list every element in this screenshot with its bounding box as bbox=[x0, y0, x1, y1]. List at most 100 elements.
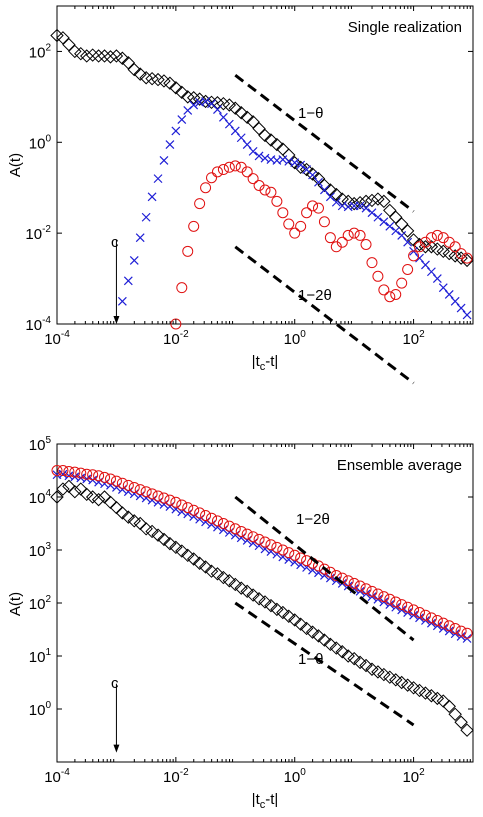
circle-point bbox=[301, 555, 313, 567]
cross-point bbox=[385, 221, 395, 231]
diamond-point bbox=[406, 681, 421, 695]
diamond-point bbox=[228, 101, 242, 115]
circle-point bbox=[402, 601, 414, 613]
circle-point bbox=[206, 172, 218, 184]
circle-point bbox=[229, 523, 241, 535]
circle-point bbox=[140, 486, 152, 498]
circle-point bbox=[158, 492, 170, 504]
circle-point bbox=[134, 484, 146, 496]
circle-point bbox=[247, 173, 259, 185]
cross-point bbox=[230, 126, 240, 136]
diamond-point bbox=[97, 490, 112, 504]
diamond-point bbox=[293, 617, 308, 631]
circle-point bbox=[211, 166, 223, 178]
diamond-point bbox=[359, 194, 373, 209]
cross-point bbox=[426, 267, 436, 277]
diamond-point bbox=[109, 500, 124, 515]
diamond-point bbox=[127, 62, 141, 77]
diamond-point bbox=[240, 110, 254, 125]
diamond-point bbox=[228, 577, 242, 592]
y-tick-label: 102 bbox=[29, 42, 52, 61]
diamond-point bbox=[151, 528, 165, 542]
diamond-point bbox=[145, 524, 159, 539]
reference-line bbox=[234, 73, 415, 213]
circle-point bbox=[223, 161, 235, 173]
diamond-point bbox=[424, 689, 439, 703]
arrow-label: c bbox=[111, 234, 119, 251]
cross-point bbox=[135, 233, 145, 243]
circle-point bbox=[164, 494, 176, 506]
diamond-point bbox=[210, 567, 225, 581]
diamond-point bbox=[288, 156, 302, 170]
axis-ticks: 10-4 10-2 100 102 10-4 10-2 100 102 bbox=[25, 6, 473, 348]
circle-point bbox=[348, 227, 360, 239]
y-tick-label: 100 bbox=[29, 133, 52, 152]
circle-point bbox=[437, 617, 449, 629]
diamond-point bbox=[157, 74, 171, 88]
diamond-point bbox=[163, 536, 177, 551]
arrow bbox=[113, 683, 120, 753]
x-tick-label: 102 bbox=[402, 329, 425, 348]
circle-point bbox=[182, 502, 194, 514]
cross-point bbox=[213, 105, 222, 115]
diamond-point bbox=[91, 49, 106, 63]
diamond-point bbox=[222, 574, 237, 588]
circle-point bbox=[372, 270, 384, 282]
diamond-point bbox=[139, 71, 153, 85]
diamond-point bbox=[389, 210, 403, 224]
diamond-point bbox=[359, 658, 373, 673]
y-tick-label: 105 bbox=[29, 435, 52, 454]
circle-point bbox=[402, 263, 414, 275]
circle-point bbox=[110, 475, 122, 487]
cross-point bbox=[456, 303, 466, 313]
circle-point bbox=[265, 539, 277, 551]
diamond-point bbox=[103, 495, 118, 510]
circle-point bbox=[200, 182, 212, 194]
diamond-point bbox=[406, 233, 421, 247]
circle-point bbox=[188, 504, 200, 516]
cross-point bbox=[290, 158, 300, 168]
diamond-point bbox=[103, 50, 118, 64]
diamond-point bbox=[311, 629, 326, 643]
cross-point bbox=[171, 126, 181, 136]
diamond-point bbox=[80, 487, 94, 502]
diamond-point bbox=[412, 683, 427, 698]
chart-title: Ensemble average bbox=[337, 457, 462, 474]
cross-point bbox=[201, 96, 210, 106]
diamond-point bbox=[371, 665, 385, 679]
circle-point bbox=[461, 627, 473, 639]
circle-point bbox=[104, 473, 116, 485]
diamond-point bbox=[157, 532, 171, 547]
circle-point bbox=[176, 282, 188, 294]
diamond-point bbox=[74, 482, 88, 496]
diamond-point bbox=[400, 224, 415, 238]
diamond-point bbox=[121, 56, 136, 70]
cross-point bbox=[438, 283, 448, 293]
y-tick-label: 104 bbox=[29, 488, 52, 507]
diamond-point bbox=[56, 482, 70, 496]
x-axis-label: |tc-t| bbox=[252, 791, 279, 811]
chart-title: Single realization bbox=[348, 19, 462, 36]
diamond-point bbox=[258, 128, 272, 143]
data-marks bbox=[50, 465, 474, 737]
circle-point bbox=[360, 239, 372, 250]
reference-line bbox=[234, 495, 415, 642]
cross-point bbox=[260, 153, 270, 163]
circle-point bbox=[396, 599, 408, 611]
cross-point bbox=[284, 156, 294, 166]
circle-point bbox=[336, 236, 348, 248]
circle-point bbox=[419, 609, 431, 621]
diamond-point bbox=[270, 602, 284, 617]
circle-point bbox=[449, 622, 461, 634]
cross-point bbox=[117, 296, 127, 306]
cross-point bbox=[450, 296, 460, 306]
circle-point bbox=[116, 477, 128, 489]
diamond-point bbox=[133, 67, 147, 81]
diamond-point bbox=[264, 133, 278, 147]
circle-point bbox=[384, 593, 396, 605]
diamond-point bbox=[317, 633, 332, 647]
diamond-point bbox=[186, 91, 201, 105]
y-tick-label: 10-2 bbox=[25, 224, 51, 243]
diamond-point bbox=[62, 479, 76, 494]
